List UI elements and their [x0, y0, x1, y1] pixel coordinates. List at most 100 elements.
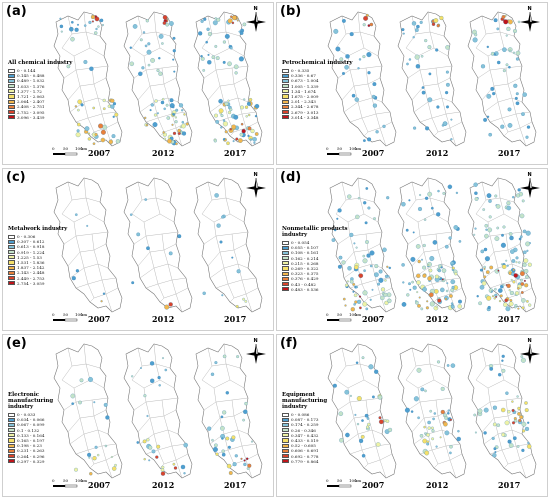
scale-label: 100	[349, 478, 357, 483]
legend-row: 2.679 - 3.013	[282, 110, 354, 115]
hotspot	[228, 471, 233, 475]
north-arrow-icon: N	[245, 338, 267, 366]
district-boundary	[367, 293, 387, 313]
hotspot	[474, 197, 479, 201]
hotspot	[443, 421, 448, 427]
hotspot	[401, 201, 406, 207]
hotspot	[490, 290, 493, 293]
province-maps	[327, 343, 537, 479]
hotspot	[220, 126, 223, 129]
hotspot	[436, 105, 440, 109]
hotspot	[352, 290, 355, 293]
panel-c: (c) Metalwork industry 0 - 0.306 0.307 - 0.…	[2, 168, 274, 331]
scale-label: 50	[337, 312, 343, 317]
panel-letter: (c)	[6, 170, 26, 185]
year-label: 2012	[152, 148, 175, 158]
scale-label: 50	[337, 478, 343, 483]
legend-swatch	[8, 448, 15, 453]
hotspot	[169, 98, 174, 103]
hotspot	[450, 279, 456, 285]
hotspot	[368, 364, 374, 370]
legend-row: 2.344 - 2.678	[282, 104, 354, 109]
hotspot	[450, 363, 456, 368]
map-2017	[193, 11, 263, 147]
hotspot	[183, 472, 186, 475]
hotspot	[172, 131, 177, 136]
hotspot	[347, 194, 352, 199]
hotspot	[339, 438, 344, 443]
hotspot	[414, 28, 419, 33]
district-boundary	[485, 31, 519, 57]
year-label: 2007	[88, 480, 111, 490]
hotspot	[146, 414, 149, 418]
hotspot	[344, 283, 349, 287]
hotspot	[156, 68, 160, 72]
hotspot	[517, 20, 521, 24]
hotspot	[474, 431, 477, 434]
hotspot	[161, 42, 164, 45]
province-outline	[53, 343, 123, 479]
map-2007	[53, 177, 123, 313]
hotspot	[521, 306, 525, 310]
hotspot	[483, 117, 488, 122]
legend-swatch	[8, 110, 15, 115]
year-label: 2012	[426, 314, 449, 324]
hotspot	[385, 419, 390, 423]
hotspot	[108, 139, 113, 145]
hotspot	[426, 264, 430, 267]
legend-row: 1.837 - 2.142	[8, 265, 80, 270]
panel-f: (f) Equipment manufacturing industry 0 - 0…	[276, 334, 548, 497]
hotspot	[520, 355, 524, 358]
hotspot	[207, 60, 212, 65]
hotspot	[377, 395, 383, 400]
hotspot	[240, 122, 244, 126]
district-boundary	[79, 249, 109, 269]
hotspot	[511, 409, 515, 412]
legend-label: 0.347 - 0.432	[291, 432, 319, 438]
hotspot	[225, 436, 230, 441]
legend-row: 0.055 - 0.107	[282, 245, 354, 250]
hotspot	[247, 463, 252, 468]
legend-row: 0.347 - 0.432	[282, 433, 354, 438]
hotspot	[493, 447, 497, 451]
hotspot	[486, 295, 492, 301]
legend-row: 0.034 - 0.066	[8, 417, 80, 422]
hotspot	[158, 56, 161, 60]
hotspot	[509, 235, 514, 241]
hotspot	[207, 31, 212, 37]
legend-label: 0.613 - 0.918	[17, 244, 45, 250]
hotspot	[214, 113, 218, 118]
hotspot	[373, 217, 376, 221]
hotspot	[172, 49, 176, 53]
hotspot	[524, 283, 529, 288]
legend-swatch	[282, 89, 289, 94]
hotspot	[490, 86, 495, 91]
hotspot	[409, 288, 412, 291]
hotspot	[513, 273, 518, 278]
year-label: 2017	[498, 480, 521, 490]
district-boundary	[141, 31, 175, 57]
legend-row: 1.721 - 2.063	[8, 94, 80, 99]
hotspot	[422, 243, 426, 248]
hotspot	[521, 199, 525, 203]
hotspot	[136, 441, 140, 444]
hotspot	[436, 212, 441, 217]
hotspot	[92, 106, 96, 110]
hotspot	[88, 456, 91, 459]
year-label: 2007	[88, 148, 111, 158]
hotspot	[75, 132, 81, 138]
hotspot	[430, 206, 434, 210]
hotspot	[102, 24, 104, 26]
hotspot	[415, 300, 418, 303]
hotspot	[445, 289, 449, 293]
hotspot	[445, 70, 449, 74]
hotspot	[243, 409, 248, 414]
hotspot	[486, 93, 492, 99]
hotspot	[333, 228, 337, 232]
panel-frame	[2, 334, 274, 497]
hotspot	[502, 283, 505, 287]
legend-label: 0 - 0.306	[17, 234, 36, 240]
hotspot	[231, 435, 236, 440]
hotspot	[523, 279, 526, 282]
hotspot	[519, 235, 523, 239]
